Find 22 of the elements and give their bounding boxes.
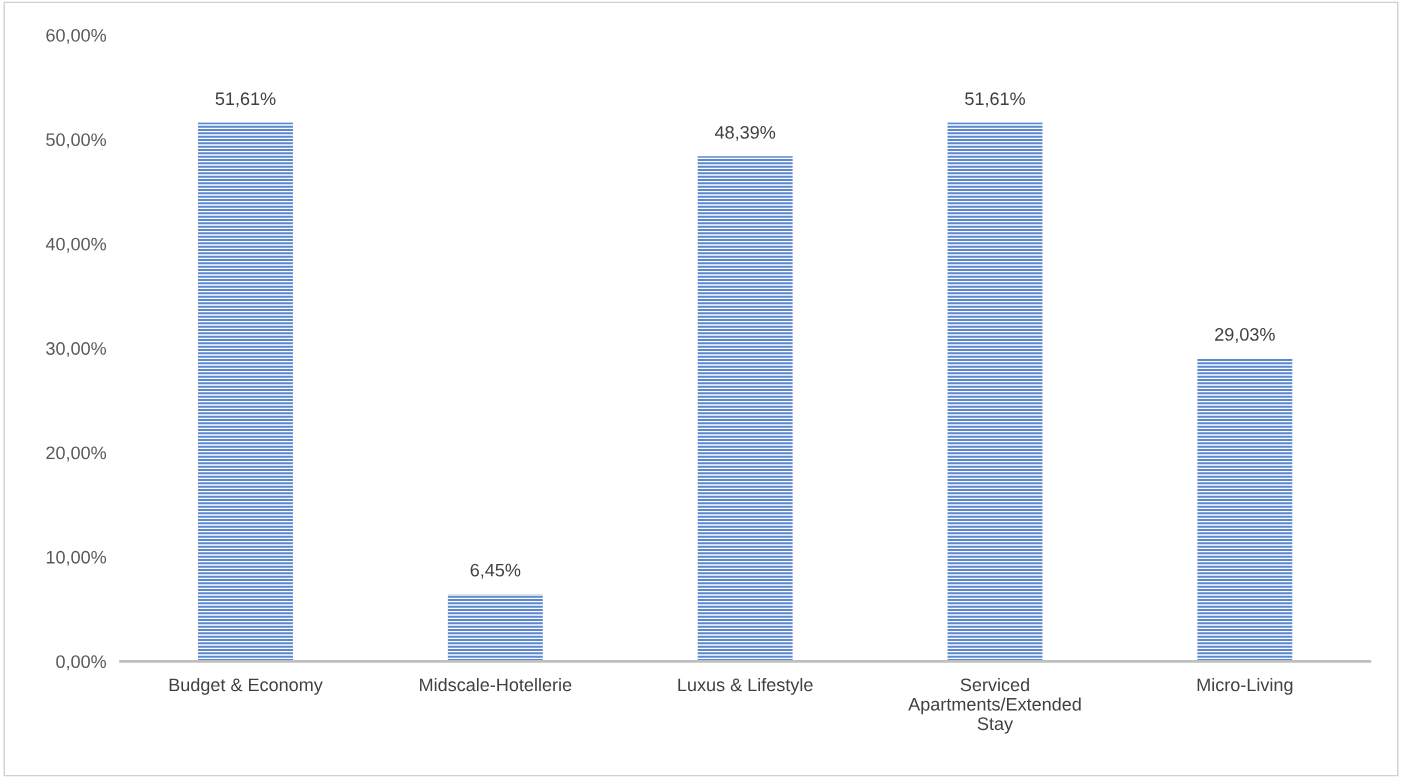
x-tick-label: Midscale-Hotellerie <box>420 677 572 692</box>
y-tick-label: 30,00% <box>46 342 107 358</box>
bar <box>947 122 1043 662</box>
bar <box>447 593 543 662</box>
bar <box>1197 358 1293 662</box>
y-tick-label: 20,00% <box>46 446 107 462</box>
bar <box>198 122 293 662</box>
y-tick-label: 60,00% <box>46 28 107 44</box>
x-tick-label: Micro-Living <box>1197 677 1293 695</box>
x-tick-label: Luxus & Lifestyle <box>678 677 813 695</box>
y-tick-label: 40,00% <box>45 237 107 253</box>
x-tick-label: Budget & Economy <box>169 677 323 695</box>
data-label: 51,61% <box>965 92 1025 108</box>
data-label: 51,61% <box>215 92 276 108</box>
data-label: 29,03% <box>1215 328 1275 343</box>
data-label: 6,45% <box>470 563 521 579</box>
y-tick-label: 10,00% <box>46 550 107 566</box>
y-tick-label: 0,00% <box>56 655 107 671</box>
bar <box>697 156 793 662</box>
x-tick-label: Serviced Apartments/Extended Stay <box>908 677 1081 734</box>
data-label: 48,39% <box>714 125 776 141</box>
y-tick-label: 50,00% <box>46 133 107 149</box>
